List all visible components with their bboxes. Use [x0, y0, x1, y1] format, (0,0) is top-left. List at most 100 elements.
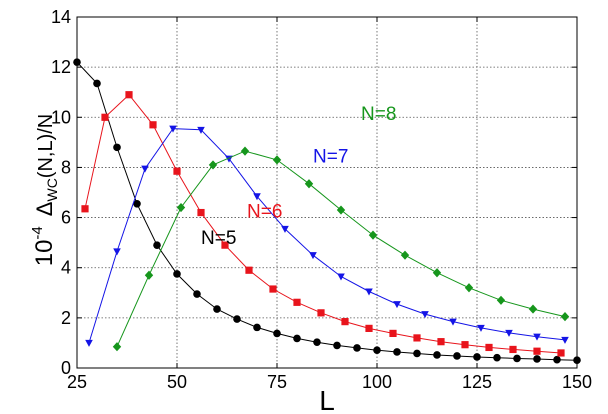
data-point-n5 [373, 346, 381, 354]
axis-ticks: 25 50 75 100 125 150 0 2 4 6 8 10 12 14 [51, 7, 592, 392]
data-point-n5 [513, 354, 521, 363]
series-label-n8: N=8 [361, 104, 396, 125]
series-n5 [73, 58, 581, 365]
data-point-n6 [461, 341, 469, 349]
data-point-n6 [389, 329, 397, 338]
data-point-n5 [433, 351, 441, 359]
data-point-n8 [560, 312, 570, 322]
data-point-n8 [176, 202, 186, 213]
x-axis-label: L [319, 385, 335, 414]
data-point-n5 [453, 352, 461, 360]
data-point-n6 [221, 241, 229, 249]
data-point-n5 [193, 290, 201, 298]
data-point-n5 [533, 355, 541, 363]
data-point-n5 [213, 305, 221, 313]
grid-lines [77, 17, 577, 368]
data-point-n8 [304, 179, 314, 189]
data-point-n7 [281, 225, 289, 233]
data-point-n6 [149, 121, 157, 129]
y-axis-label: 10-4 ΔWC(N,L)/N [29, 114, 60, 267]
data-point-n7 [169, 125, 177, 133]
y-tick-label: 0 [61, 358, 71, 378]
y-label-exponent: -4 [29, 226, 46, 239]
series-label-n5: N=5 [201, 228, 236, 249]
series-n8 [112, 146, 570, 352]
data-point-n5 [353, 344, 361, 352]
data-point-n5 [573, 356, 581, 365]
y-label-base: 10 [31, 240, 58, 267]
series-n6 [81, 91, 565, 357]
data-point-n8 [240, 146, 250, 156]
data-point-n8 [464, 283, 474, 293]
data-point-n5 [413, 349, 421, 358]
data-point-n5 [173, 270, 181, 278]
data-point-n6 [317, 309, 325, 317]
x-tick-label: 50 [167, 372, 187, 392]
data-point-n6 [245, 266, 253, 274]
data-point-n7 [141, 165, 149, 173]
x-tick-label: 150 [562, 372, 592, 392]
data-point-n5 [393, 348, 401, 356]
data-point-n6 [413, 334, 421, 342]
data-point-n6 [293, 298, 301, 306]
data-point-n8 [400, 250, 410, 260]
data-point-n5 [553, 355, 561, 364]
data-point-n6 [341, 318, 349, 326]
data-point-n5 [133, 199, 141, 208]
data-point-n7 [533, 333, 541, 341]
y-tick-label: 14 [51, 7, 71, 27]
data-point-n6 [269, 285, 277, 293]
data-point-n7 [449, 318, 457, 326]
data-point-n7 [477, 324, 485, 332]
data-point-n7 [505, 329, 513, 337]
series-label-n7: N=7 [313, 146, 348, 167]
data-point-n5 [313, 338, 321, 346]
x-tick-label: 125 [462, 372, 492, 392]
data-point-n5 [333, 341, 341, 350]
data-point-n6 [81, 205, 89, 213]
series-group [73, 58, 581, 365]
data-point-n5 [293, 334, 301, 343]
data-point-n6 [197, 208, 205, 217]
series-line-n7 [88, 128, 566, 344]
data-point-n7 [393, 301, 401, 309]
data-point-n5 [493, 353, 501, 362]
y-tick-label: 12 [51, 57, 71, 77]
y-tick-label: 2 [61, 308, 71, 328]
y-label-suffix: (N,L)/N [35, 114, 57, 178]
data-point-n8 [336, 205, 346, 215]
data-point-n5 [253, 323, 261, 332]
x-tick-label: 75 [267, 372, 287, 392]
data-point-n5 [233, 315, 241, 323]
data-point-n7 [197, 126, 205, 134]
data-point-n5 [273, 329, 281, 338]
data-point-n7 [309, 252, 317, 260]
data-point-n7 [561, 336, 569, 344]
y-tick-label: 10 [51, 107, 71, 127]
data-point-n7 [85, 339, 93, 347]
series-line-n8 [116, 150, 566, 347]
series-n7 [85, 125, 569, 347]
data-point-n7 [337, 273, 345, 281]
y-label-main: Δ [32, 201, 57, 216]
data-point-n8 [432, 268, 442, 278]
data-point-n7 [253, 193, 261, 201]
y-tick-label: 8 [61, 157, 71, 177]
data-point-n6 [101, 113, 109, 121]
data-point-n5 [113, 143, 121, 152]
series-annotations: N=5 N=6 N=7 N=8 [201, 104, 396, 249]
data-point-n7 [113, 248, 121, 256]
y-tick-label: 6 [61, 208, 71, 228]
data-point-n5 [93, 79, 101, 88]
x-tick-label: 100 [362, 372, 392, 392]
data-point-n6 [173, 167, 181, 175]
plot-frame [76, 16, 578, 369]
data-point-n6 [485, 343, 493, 352]
series-label-n6: N=6 [247, 202, 282, 223]
data-point-n7 [365, 288, 373, 296]
data-point-n8 [272, 155, 282, 165]
data-point-n6 [125, 91, 133, 99]
data-point-n8 [208, 160, 218, 170]
data-point-n6 [533, 347, 541, 355]
